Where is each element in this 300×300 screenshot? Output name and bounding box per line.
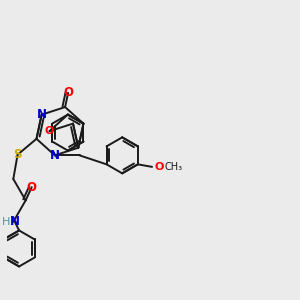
Text: O: O bbox=[45, 126, 54, 136]
Text: CH₃: CH₃ bbox=[164, 162, 182, 172]
Text: N: N bbox=[10, 215, 20, 228]
Text: O: O bbox=[27, 181, 37, 194]
Text: H: H bbox=[2, 217, 10, 227]
Text: S: S bbox=[13, 148, 22, 161]
Text: O: O bbox=[154, 162, 164, 172]
Text: O: O bbox=[63, 86, 73, 99]
Text: N: N bbox=[37, 108, 46, 121]
Text: N: N bbox=[50, 149, 60, 162]
